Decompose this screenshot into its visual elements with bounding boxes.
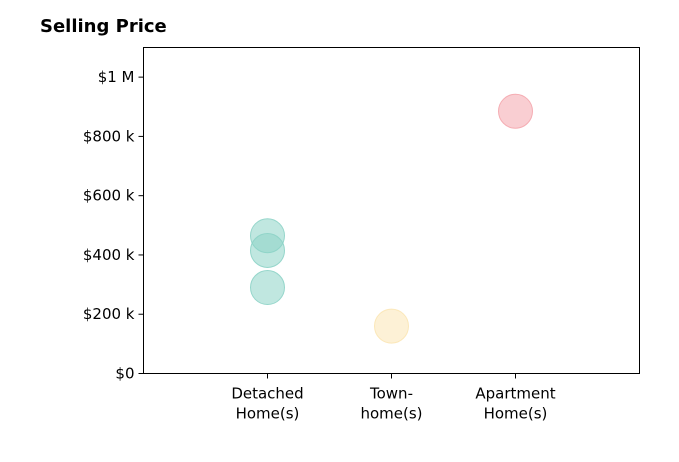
y-tick-label: $400 k [83,246,135,264]
x-tick-label: Detached [231,385,303,403]
data-point [250,233,285,269]
y-tick-label: $800 k [83,127,135,145]
chart-title: Selling Price [40,16,167,37]
x-axis: Detached Home(s) Town-home(s) Apartment Home… [231,373,556,423]
y-axis: $0 $200 k $400 k $600 k $800 k $1 M [83,68,144,383]
y-tick-label: $200 k [83,305,135,323]
data-point [374,308,409,344]
data-point [498,93,533,129]
data-point [250,270,285,306]
x-tick-label: Home(s) [484,405,548,423]
x-tick-label: Home(s) [236,405,300,423]
x-tick-label: Town- [369,385,413,403]
y-tick-label: $600 k [83,187,135,205]
x-tick-label: home(s) [360,405,422,423]
y-tick-label: $1 M [98,68,135,86]
y-tick-label: $0 [115,365,134,383]
data-points [250,93,533,344]
x-tick-label: Apartment [475,385,555,403]
